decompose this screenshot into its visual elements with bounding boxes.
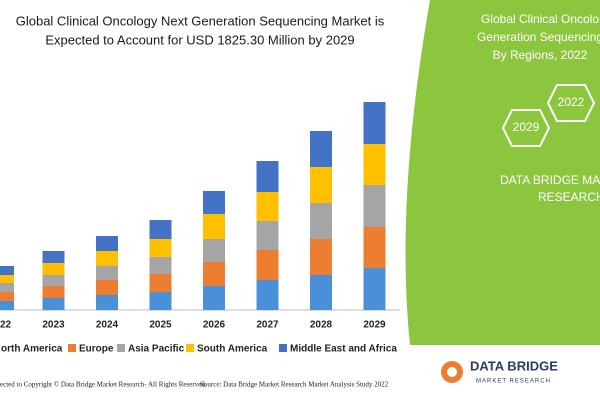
hexagon-label: 2029 — [513, 120, 540, 134]
bar-segment — [256, 161, 279, 192]
bar-segment — [0, 283, 14, 292]
bar-segment — [96, 295, 118, 310]
bar-segment — [42, 275, 65, 286]
bar-segment — [310, 203, 332, 239]
side-title: Global Clinical Oncolo — [481, 12, 599, 26]
bar-segment — [0, 266, 14, 275]
x-tick-label: 2024 — [96, 320, 119, 331]
bar-segment — [363, 227, 386, 268]
bar-segment — [203, 191, 225, 214]
side-title: By Regions, 2022 — [493, 48, 588, 62]
bar-segment — [0, 301, 14, 310]
hexagon — [546, 84, 596, 122]
legend-label: Europe — [79, 344, 114, 355]
bar-segment — [203, 239, 225, 262]
x-tick-label: 2028 — [310, 320, 333, 331]
side-panel — [405, 0, 600, 345]
bar-segment — [0, 275, 14, 283]
hexagon-label: 2022 — [558, 95, 585, 109]
side-title: Generation Sequencing — [477, 30, 600, 44]
logo-tagline: MARKET RESEARCH — [476, 379, 551, 385]
legend-swatch — [186, 344, 194, 352]
bar-segment — [363, 102, 386, 144]
bar-segment — [256, 192, 279, 221]
legend-label: Middle East and Africa — [290, 344, 397, 355]
bar-segment — [96, 266, 118, 280]
bar-segment — [203, 262, 225, 286]
bar-segment — [149, 257, 172, 274]
x-tick-label: 2023 — [42, 320, 65, 331]
legend-label: South America — [197, 344, 268, 355]
bar-segment — [256, 280, 279, 310]
bar-segment — [310, 167, 332, 203]
bar-segment — [310, 275, 332, 310]
bar-segment — [256, 221, 279, 250]
bar-segment — [203, 214, 225, 239]
bar-segment — [149, 239, 172, 257]
bar-segment — [149, 292, 172, 310]
chart-title: Expected to Account for USD 1825.30 Mill… — [45, 32, 354, 47]
bar-segment — [96, 236, 118, 251]
x-tick-label: 2026 — [203, 320, 226, 331]
bar-segment — [256, 250, 279, 280]
legend-label: orth America — [1, 344, 63, 355]
bar-segment — [42, 298, 65, 310]
brand-text: RESEARCH — [538, 190, 600, 204]
bar-segment — [363, 185, 386, 227]
x-tick-label: 2025 — [149, 320, 172, 331]
logo-icon — [447, 367, 457, 377]
bar-segment — [149, 220, 172, 239]
hexagon — [501, 109, 551, 147]
bar-segment — [42, 263, 65, 275]
legend-swatch — [279, 344, 287, 352]
brand-text: DATA BRIDGE MA — [500, 173, 600, 187]
legend-label: Asia Pacific — [128, 344, 185, 355]
logo-name: DATA BRIDGE — [470, 358, 558, 373]
bar-segment — [96, 251, 118, 266]
bar-segment — [310, 239, 332, 275]
bar-segment — [310, 131, 332, 167]
bar-segment — [96, 280, 118, 295]
bar-segment — [0, 292, 14, 301]
footer-source: Source: Data Bridge Market Research Mark… — [200, 381, 389, 389]
bar-segment — [42, 286, 65, 298]
chart-title: Global Clinical Oncology Next Generation… — [16, 13, 385, 28]
x-tick-label: 2029 — [363, 320, 386, 331]
x-tick-label: 2027 — [256, 320, 279, 331]
legend-swatch — [117, 344, 125, 352]
x-tick-label: 22 — [0, 320, 12, 331]
bar-segment — [149, 274, 172, 292]
legend-swatch — [68, 344, 76, 352]
bar-segment — [203, 286, 225, 310]
footer-copyright: ected to Copyright © Data Bridge Market … — [0, 381, 207, 389]
bar-segment — [363, 144, 386, 185]
bar-segment — [363, 268, 386, 310]
bar-segment — [42, 251, 65, 263]
